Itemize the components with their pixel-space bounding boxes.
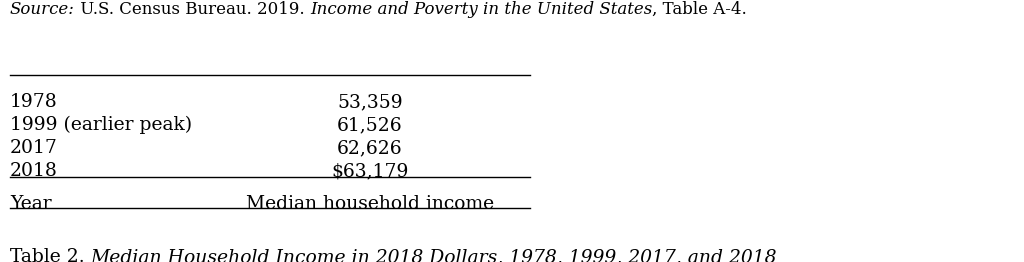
Text: 2018: 2018 bbox=[10, 162, 58, 180]
Text: Year: Year bbox=[10, 195, 51, 213]
Text: Income and Poverty in the United States: Income and Poverty in the United States bbox=[309, 1, 652, 18]
Text: Median Household Income in 2018 Dollars, 1978, 1999, 2017, and 2018: Median Household Income in 2018 Dollars,… bbox=[91, 248, 777, 262]
Text: 2017: 2017 bbox=[10, 139, 58, 157]
Text: 1999 (earlier peak): 1999 (earlier peak) bbox=[10, 116, 193, 134]
Text: Median household income: Median household income bbox=[246, 195, 494, 213]
Text: , Table A-4.: , Table A-4. bbox=[652, 1, 746, 18]
Text: Source:: Source: bbox=[10, 1, 75, 18]
Text: 53,359: 53,359 bbox=[337, 93, 402, 111]
Text: U.S. Census Bureau. 2019.: U.S. Census Bureau. 2019. bbox=[75, 1, 309, 18]
Text: 1978: 1978 bbox=[10, 93, 57, 111]
Text: Table 2.: Table 2. bbox=[10, 248, 91, 262]
Text: 62,626: 62,626 bbox=[337, 139, 402, 157]
Text: 61,526: 61,526 bbox=[337, 116, 402, 134]
Text: $63,179: $63,179 bbox=[332, 162, 409, 180]
